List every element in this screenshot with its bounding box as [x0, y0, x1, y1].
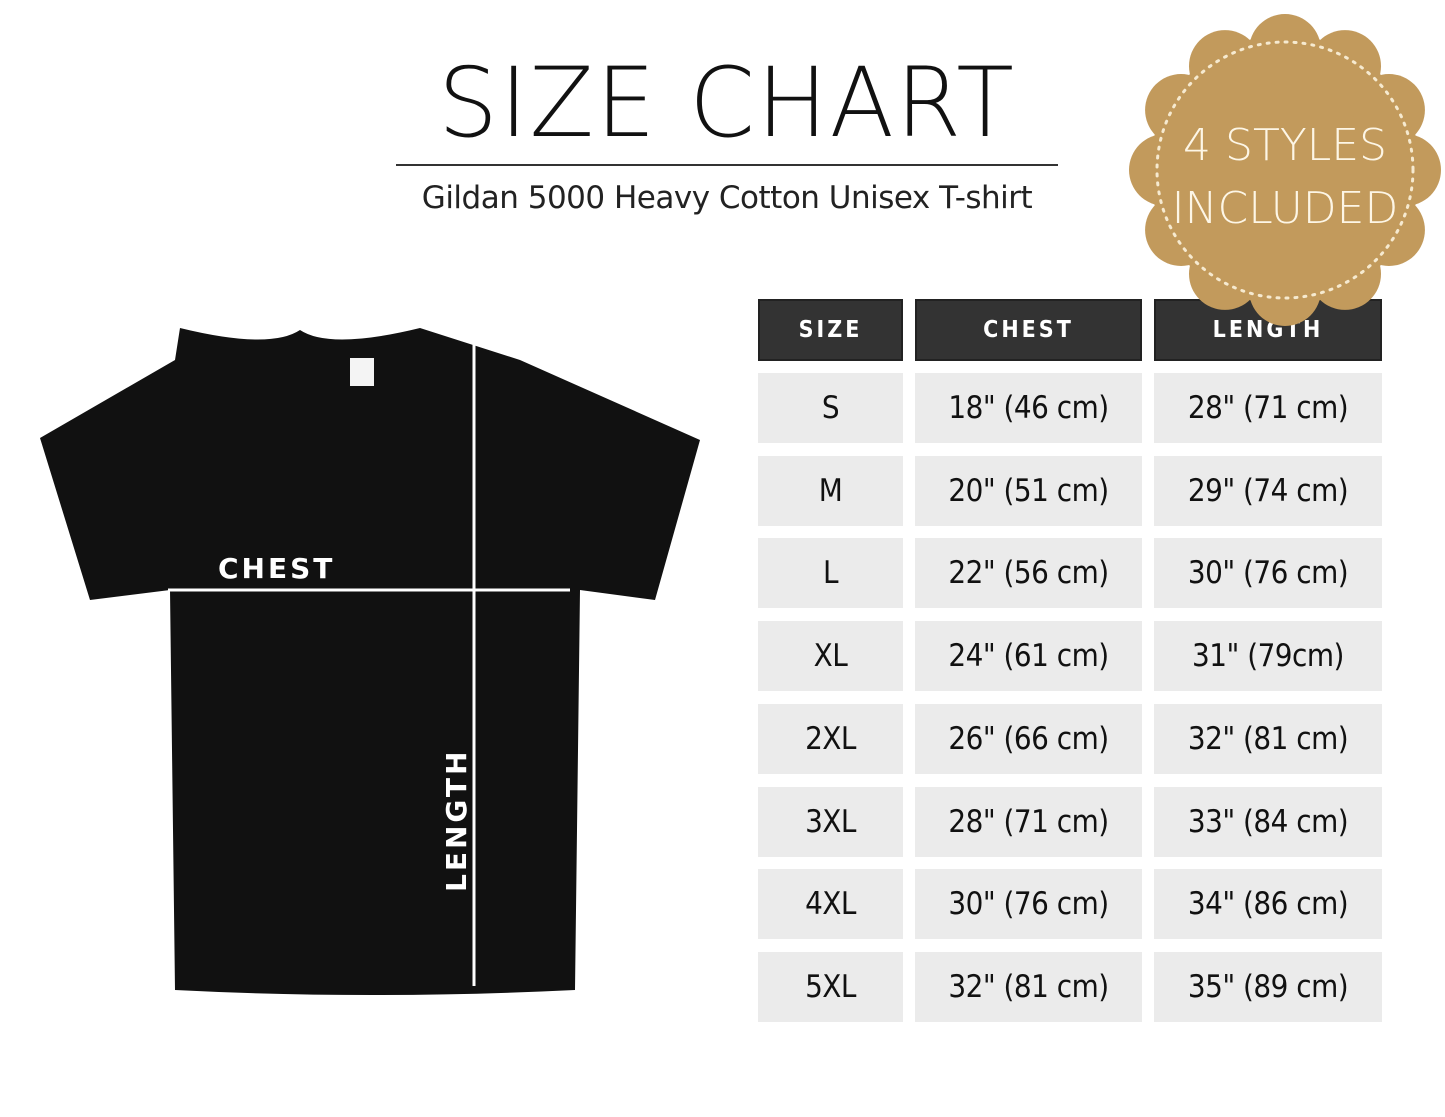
header-size: SIZE — [758, 299, 903, 361]
cell-size: 5XL — [758, 951, 903, 1022]
cell-chest: 32" (81 cm) — [915, 951, 1142, 1022]
cell-chest: 28" (71 cm) — [915, 786, 1142, 857]
styles-badge: 4 STYLES INCLUDED — [1129, 14, 1441, 326]
cell-length: 31" (79cm) — [1154, 621, 1382, 692]
cell-size: 4XL — [758, 869, 903, 940]
length-label: LENGTH — [440, 749, 473, 892]
cell-length: 34" (86 cm) — [1154, 869, 1382, 940]
cell-chest: 30" (76 cm) — [915, 869, 1142, 940]
cell-size: XL — [758, 621, 903, 692]
tshirt-illustration: CHEST LENGTH — [40, 328, 700, 995]
cell-length: 32" (81 cm) — [1154, 703, 1382, 774]
cell-chest: 20" (51 cm) — [915, 455, 1142, 526]
cell-chest: 18" (46 cm) — [915, 373, 1142, 443]
cell-size: M — [758, 455, 903, 526]
cell-chest: 26" (66 cm) — [915, 703, 1142, 774]
badge-line2: INCLUDED — [1172, 183, 1399, 234]
cell-length: 29" (74 cm) — [1154, 455, 1382, 526]
tag-label — [350, 358, 374, 386]
cell-length: 33" (84 cm) — [1154, 786, 1382, 857]
subtitle: Gildan 5000 Heavy Cotton Unisex T-shirt — [421, 180, 1033, 216]
badge-line1: 4 STYLES — [1183, 120, 1387, 171]
cell-length: 28" (71 cm) — [1154, 373, 1382, 443]
header-chest: CHEST — [915, 299, 1142, 361]
chest-label: CHEST — [218, 552, 335, 585]
badge-dotted-border — [1155, 40, 1415, 300]
cell-length: 35" (89 cm) — [1154, 951, 1382, 1022]
cell-size: L — [758, 538, 903, 609]
cell-size: 2XL — [758, 703, 903, 774]
cell-chest: 22" (56 cm) — [915, 538, 1142, 609]
badge-shape — [1129, 14, 1441, 326]
title-divider — [396, 164, 1058, 166]
cell-size: S — [758, 373, 903, 443]
tshirt-shape — [40, 328, 700, 995]
page-title: SIZE CHART — [438, 47, 1016, 159]
cell-length: 30" (76 cm) — [1154, 538, 1382, 609]
cell-chest: 24" (61 cm) — [915, 621, 1142, 692]
cell-size: 3XL — [758, 786, 903, 857]
